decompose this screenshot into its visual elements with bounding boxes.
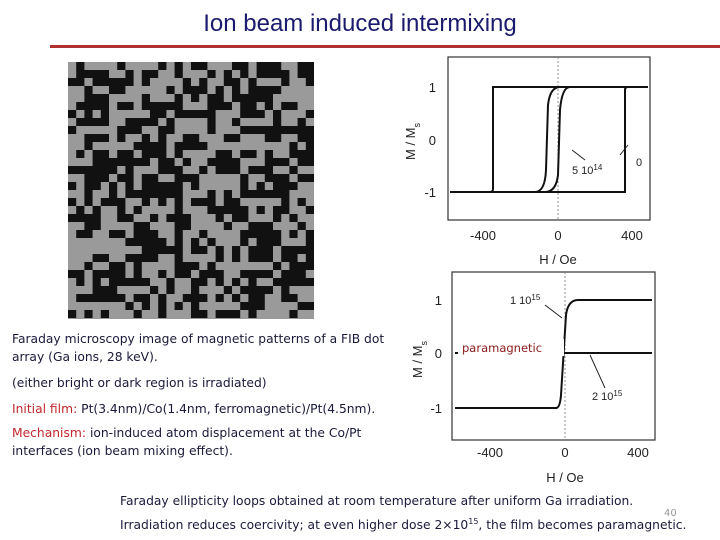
microscopy-image	[68, 62, 314, 319]
y-tick-label: 1	[435, 293, 442, 308]
text: Irradiation reduces coercivity; at even …	[120, 518, 469, 533]
label: Mechanism:	[12, 426, 87, 440]
annotation-background	[458, 339, 564, 356]
y-tick-label: 1	[429, 80, 436, 95]
x-tick-label: 0	[561, 445, 568, 460]
annotation: 5 1014	[572, 163, 603, 178]
y-tick-label: -1	[430, 401, 442, 416]
annotation-arrow	[571, 149, 586, 161]
slide-title: Ion beam induced intermixing	[203, 10, 517, 37]
plot-frame	[451, 271, 656, 441]
y-axis-label: M / Ms	[410, 341, 429, 379]
label: Initial film:	[12, 402, 78, 416]
superscript: 15	[468, 517, 479, 526]
text: ion-induced atom displacement at the Co/…	[12, 426, 362, 458]
annotation-text: 2 10	[592, 391, 613, 403]
y-axis-label-main: M / M	[410, 346, 425, 379]
y-axis-label-main: M / M	[403, 128, 418, 161]
image-caption: Faraday microscopy image of magnetic pat…	[12, 332, 385, 364]
mechanism: Mechanism: ion-induced atom displacement…	[12, 424, 397, 460]
y-tick-label: 0	[435, 346, 442, 361]
y-tick-label: 0	[429, 133, 436, 148]
annotation: paramagnetic	[462, 341, 542, 355]
figure-caption-line: Faraday ellipticity loops obtained at ro…	[120, 494, 634, 508]
figure-caption-line: Irradiation reduces coercivity; at even …	[120, 513, 720, 534]
title-rule	[50, 45, 720, 48]
annotation: 0	[636, 157, 642, 169]
y-axis-label-sub: s	[412, 123, 422, 128]
annotation-sup: 15	[531, 293, 540, 302]
y-tick-label: -1	[424, 185, 436, 200]
x-tick-label: -400	[477, 445, 503, 460]
annotation-text: 1 10	[510, 295, 531, 307]
annotation-arrow	[544, 304, 563, 319]
plot-frame	[447, 56, 651, 221]
annotation-arrow	[619, 144, 629, 156]
text: Pt(3.4nm)/Co(1.4nm, ferromagnetic)/Pt(4.…	[81, 402, 376, 416]
x-axis-label: H / Oe	[546, 470, 584, 485]
annotation: 2 1015	[592, 389, 623, 404]
annotation-sup: 14	[593, 163, 602, 172]
image-pattern	[68, 62, 314, 318]
text: , the film becomes paramagnetic.	[478, 518, 687, 533]
x-tick-label: 0	[554, 228, 561, 243]
x-tick-label: 400	[627, 445, 649, 460]
y-axis-label: M / Ms	[403, 123, 422, 161]
annotation: 1 1015	[510, 293, 541, 308]
annotation-sup: 15	[613, 389, 622, 398]
annotation-text: 5 10	[572, 165, 593, 177]
x-tick-label: 400	[621, 228, 643, 243]
x-axis-label: H / Oe	[539, 252, 577, 267]
x-tick-label: -400	[470, 228, 496, 243]
note: (either bright or dark region is irradia…	[12, 376, 267, 390]
y-axis-label-sub: s	[419, 341, 429, 346]
annotation-arrow	[589, 354, 606, 389]
loop-inner	[534, 86, 648, 193]
initial-film: Initial film: Pt(3.4nm)/Co(1.4nm, ferrom…	[12, 400, 432, 418]
page-number: 40	[664, 508, 677, 519]
